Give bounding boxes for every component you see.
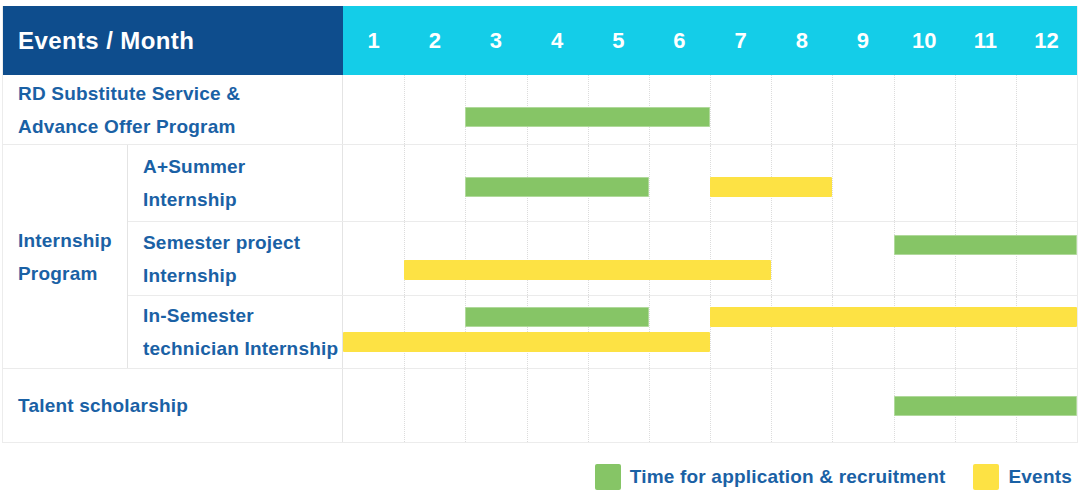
month-gridline xyxy=(771,369,772,442)
application-bar xyxy=(465,177,649,197)
month-gridline xyxy=(832,222,833,295)
events-bar xyxy=(710,177,832,197)
month-gridline xyxy=(894,75,895,144)
row-chart-semester-project-internship xyxy=(343,222,1077,295)
month-header-1: 1 xyxy=(343,6,404,75)
month-gridline xyxy=(710,222,711,295)
table-row: Talent scholarship xyxy=(3,369,1077,442)
gantt-table: Events / Month 123456789101112 RD Substi… xyxy=(2,6,1078,443)
month-gridline xyxy=(404,222,405,295)
row-label-semester-project-internship: Semester project Internship xyxy=(128,222,343,295)
table-row: A+Summer Internship xyxy=(128,145,1077,222)
group-label-line: Internship xyxy=(18,224,127,257)
row-label-line: RD Substitute Service & xyxy=(18,77,342,110)
month-gridline xyxy=(1016,75,1017,144)
month-gridline xyxy=(649,145,650,221)
month-gridline xyxy=(894,145,895,221)
month-gridline xyxy=(404,369,405,442)
row-label-in-semester-technician-internship: In-Semester technician Internship xyxy=(128,296,343,368)
month-gridline xyxy=(649,369,650,442)
row-label-line: Semester project xyxy=(143,226,342,259)
month-gridline xyxy=(1016,145,1017,221)
month-gridline xyxy=(404,75,405,144)
month-gridline xyxy=(832,75,833,144)
row-chart-rd-substitute xyxy=(343,75,1077,144)
events-bar xyxy=(710,307,1077,327)
row-label-line: Internship xyxy=(143,183,342,216)
legend-item-events: Events xyxy=(973,464,1072,490)
legend-events-label: Events xyxy=(1008,466,1072,488)
month-gridline xyxy=(955,75,956,144)
month-header-9: 9 xyxy=(832,6,893,75)
row-chart-a-summer-internship xyxy=(343,145,1077,221)
month-gridline xyxy=(832,369,833,442)
header-events-month-label: Events / Month xyxy=(18,27,194,55)
month-gridline xyxy=(710,75,711,144)
month-header-2: 2 xyxy=(404,6,465,75)
month-gridline xyxy=(771,75,772,144)
month-gridline xyxy=(894,222,895,295)
group-label-line: Program xyxy=(18,257,127,290)
row-label-line: Advance Offer Program xyxy=(18,110,342,143)
month-gridline xyxy=(710,369,711,442)
month-gridline xyxy=(465,222,466,295)
application-bar xyxy=(894,396,1078,416)
row-label-line: technician Internship xyxy=(143,332,342,365)
events-swatch-icon xyxy=(973,464,999,490)
month-gridline xyxy=(649,222,650,295)
month-gridline xyxy=(527,369,528,442)
events-bar xyxy=(404,260,771,280)
row-label-line: Internship xyxy=(143,259,342,292)
row-label-rd-substitute: RD Substitute Service & Advance Offer Pr… xyxy=(3,75,343,144)
month-header-5: 5 xyxy=(588,6,649,75)
month-gridline xyxy=(771,222,772,295)
header-row: Events / Month 123456789101112 xyxy=(3,6,1077,75)
row-label-line: A+Summer xyxy=(143,150,342,183)
month-gridline xyxy=(404,145,405,221)
row-label-talent-scholarship: Talent scholarship xyxy=(3,369,343,442)
application-bar xyxy=(465,307,649,327)
legend: Time for application & recruitment Event… xyxy=(0,464,1080,490)
table-row: Semester project Internship xyxy=(128,222,1077,296)
application-bar xyxy=(894,235,1078,255)
month-gridline xyxy=(588,222,589,295)
month-gridline xyxy=(588,369,589,442)
header-events-month-cell: Events / Month xyxy=(3,6,343,75)
internship-program-group: Internship Program A+Summer Internship S… xyxy=(3,145,1077,369)
application-bar xyxy=(465,107,710,127)
month-header-11: 11 xyxy=(955,6,1016,75)
row-chart-in-semester-technician-internship xyxy=(343,296,1077,368)
month-gridline xyxy=(465,369,466,442)
table-row: In-Semester technician Internship xyxy=(128,296,1077,368)
legend-item-application: Time for application & recruitment xyxy=(595,464,946,490)
application-swatch-icon xyxy=(595,464,621,490)
month-header-6: 6 xyxy=(649,6,710,75)
month-header-8: 8 xyxy=(771,6,832,75)
month-header-10: 10 xyxy=(894,6,955,75)
month-header-3: 3 xyxy=(465,6,526,75)
group-label-internship-program: Internship Program xyxy=(3,145,128,368)
row-chart-talent-scholarship xyxy=(343,369,1077,442)
month-header-7: 7 xyxy=(710,6,771,75)
row-label-line: In-Semester xyxy=(143,299,342,332)
legend-application-label: Time for application & recruitment xyxy=(630,466,946,488)
month-header-4: 4 xyxy=(527,6,588,75)
month-gridline xyxy=(955,222,956,295)
row-label-a-summer-internship: A+Summer Internship xyxy=(128,145,343,221)
table-row: RD Substitute Service & Advance Offer Pr… xyxy=(3,75,1077,145)
row-label-line: Talent scholarship xyxy=(18,389,342,422)
month-gridline xyxy=(832,145,833,221)
header-months-cell: 123456789101112 xyxy=(343,6,1077,75)
month-gridline xyxy=(527,222,528,295)
month-gridline xyxy=(955,145,956,221)
events-bar xyxy=(343,332,710,352)
month-header-12: 12 xyxy=(1016,6,1077,75)
month-gridline xyxy=(1016,222,1017,295)
